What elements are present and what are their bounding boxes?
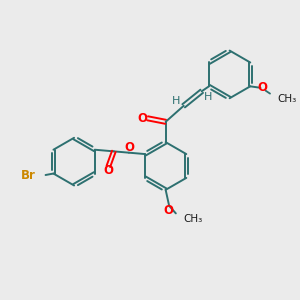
Text: O: O bbox=[258, 81, 268, 94]
Text: O: O bbox=[124, 141, 134, 154]
Text: H: H bbox=[172, 96, 181, 106]
Text: O: O bbox=[137, 112, 147, 125]
Text: O: O bbox=[164, 204, 174, 217]
Text: H: H bbox=[204, 92, 212, 102]
Text: O: O bbox=[103, 164, 113, 177]
Text: Br: Br bbox=[21, 169, 36, 182]
Text: CH₃: CH₃ bbox=[184, 214, 203, 224]
Text: CH₃: CH₃ bbox=[277, 94, 296, 104]
